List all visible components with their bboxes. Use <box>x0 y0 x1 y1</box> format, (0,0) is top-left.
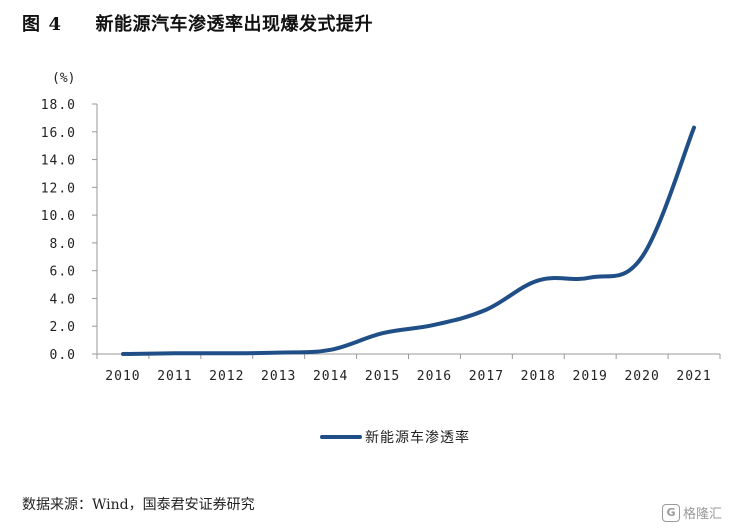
x-axis: 2010 2011 2012 2013 2014 2015 2016 2017 2018 2019… <box>96 353 721 384</box>
watermark-text: 格隆汇 <box>682 507 722 522</box>
x-tick-label: 2020 <box>624 369 659 384</box>
series-group <box>121 125 696 356</box>
figure-title: 新能源汽车渗透率出现爆发式提升 <box>95 14 374 35</box>
y-tick-label: 8.0 <box>50 237 76 252</box>
x-tick-label: 2015 <box>365 369 400 384</box>
x-tick-label: 2014 <box>313 369 348 384</box>
x-tick-label: 2013 <box>261 369 296 384</box>
x-tick-label: 2018 <box>521 369 556 384</box>
figure-number: 4 <box>48 14 62 35</box>
y-axis: 0.0 2.0 4.0 6.0 8.0 10.0 12.0 14.0 16.0 18.0 <box>41 98 98 363</box>
watermark: G 格隆汇 <box>661 503 722 522</box>
x-tick-label: 2012 <box>209 369 244 384</box>
y-unit-label: (%) <box>52 71 75 86</box>
y-tick-label: 4.0 <box>50 292 76 307</box>
y-tick-label: 10.0 <box>41 209 76 224</box>
series-line <box>121 125 696 356</box>
x-tick-label: 2010 <box>105 369 140 384</box>
legend-label: 新能源车渗透率 <box>365 429 470 446</box>
x-tick-label: 2019 <box>573 369 608 384</box>
figure-header: 图 4 新能源汽车渗透率出现爆发式提升 <box>22 10 373 36</box>
y-tick-label: 18.0 <box>41 98 76 113</box>
y-tick-label: 14.0 <box>41 154 76 169</box>
y-tick-label: 12.0 <box>41 181 76 196</box>
y-tick-label: 16.0 <box>41 126 76 141</box>
watermark-logo-icon: G <box>661 503 680 522</box>
y-tick-label: 0.0 <box>50 348 76 363</box>
x-tick-label: 2011 <box>157 369 192 384</box>
source-note: 数据来源：Wind，国泰君安证券研究 <box>22 497 255 513</box>
line-chart: (%) 0.02.04.06.08.010.012.014.016.018.0 … <box>41 71 721 446</box>
x-tick-label: 2017 <box>469 369 504 384</box>
x-tick-label: 2016 <box>417 369 452 384</box>
x-tick-label: 2021 <box>676 369 711 384</box>
y-tick-label: 2.0 <box>50 320 76 335</box>
legend: 新能源车渗透率 <box>320 429 470 446</box>
figure-label: 图 <box>22 14 41 35</box>
y-tick-label: 6.0 <box>50 265 76 280</box>
